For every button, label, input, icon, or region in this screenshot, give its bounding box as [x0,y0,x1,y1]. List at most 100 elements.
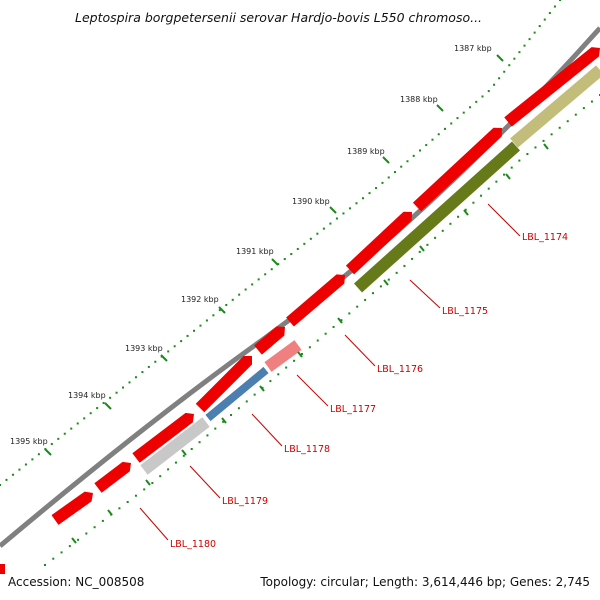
inner-ruler-dot [411,257,414,260]
kbp-tick-mark [104,402,112,410]
ruler-dot [456,117,459,120]
ruler-dot [342,212,345,215]
forward-gene-arrow[interactable] [504,47,600,127]
ruler-dot [518,51,521,54]
inner-ruler-dot [222,420,225,423]
ruler-dot [290,253,293,256]
kbp-tick-label: 1387 kbp [454,44,492,53]
inner-ruler-dot [495,180,498,183]
ruler-dot [76,422,79,425]
ruler-dot [493,83,496,86]
ruler-dot [381,181,384,184]
inner-ruler-tick [383,279,389,286]
ruler-dot [335,217,338,220]
inner-ruler-dot [68,545,71,548]
inner-ruler-dot [449,222,452,225]
ruler-dot [134,376,137,379]
accession-text: Accession: NC_008508 [8,575,144,589]
ruler-dot [443,127,446,130]
gene-label[interactable]: LBL_1179 [222,496,268,507]
ruler-dot [50,442,53,445]
ruler-dot [322,227,325,230]
inner-ruler-tick [297,351,303,358]
inner-ruler-dot [44,564,46,566]
inner-ruler-tick [543,143,549,150]
inner-ruler-dot [52,557,55,560]
kbp-tick-label: 1394 kbp [68,391,106,400]
kbp-tick-label: 1389 kbp [347,147,385,156]
chromosome-backbone [0,26,600,548]
inner-ruler-dot [182,454,185,457]
feature-tracks [140,65,600,475]
inner-ruler-dot [526,152,529,155]
ruler-dot [375,187,378,190]
feature-pink[interactable] [264,340,302,372]
inner-ruler-dot [151,481,154,484]
ruler-dot [450,122,453,125]
kbp-tick-mark [382,156,390,164]
inner-ruler-dot [418,250,421,253]
forward-gene-arrow[interactable] [132,412,194,463]
forward-gene-arrow[interactable] [254,326,285,355]
ruler-dot [167,350,170,353]
inner-ruler-dot [348,312,351,315]
feature-olive-dark[interactable] [353,141,521,293]
gene-label-leader [344,334,376,367]
inner-ruler-dot [126,501,129,504]
forward-gene-arrow[interactable] [412,127,502,212]
inner-ruler-dot [101,519,104,522]
inner-ruler-dot [159,475,162,478]
inner-ruler-dot [558,126,561,129]
gene-label-leader [409,279,441,309]
inner-ruler-dot [324,332,327,335]
ruler-dot [5,478,8,481]
gene-label[interactable]: LBL_1175 [442,306,488,317]
inner-ruler-dot [316,339,319,342]
inner-ruler-dot [206,434,209,437]
feature-blue[interactable] [205,366,269,422]
inner-ruler-dot [510,166,513,169]
forward-gene-fragment[interactable] [0,564,5,574]
inner-ruler-dot [340,319,343,322]
inner-ruler-dot [371,292,374,295]
forward-gene-arrow[interactable] [94,461,131,493]
gene-label-leader [296,374,329,407]
forward-gene-arrow[interactable] [345,211,412,275]
inner-ruler-dot [143,488,146,491]
gene-label[interactable]: LBL_1180 [170,539,216,550]
ruler-dot [368,192,371,195]
inner-ruler-tick [505,173,511,180]
feature-olive-light[interactable] [510,65,600,148]
inner-ruler-dot [308,346,311,349]
inner-ruler-dot [457,215,460,218]
forward-strand-genes [0,47,600,574]
inner-ruler-dot [518,159,521,162]
kbp-tick-mark [271,258,279,266]
ruler-dot [481,95,484,98]
inner-ruler-dot [395,271,398,274]
gene-label[interactable]: LBL_1177 [330,404,376,415]
ruler-dot [543,18,546,21]
kbp-tick-mark [329,206,337,214]
inner-ruler-dot [356,305,359,308]
ruler-dot [115,391,118,394]
forward-gene-arrow[interactable] [195,356,252,413]
gene-label[interactable]: LBL_1174 [522,232,568,243]
inner-ruler-dot [190,447,193,450]
ruler-dot [244,288,247,291]
gene-label[interactable]: LBL_1176 [377,364,423,375]
gene-label[interactable]: LBL_1178 [284,444,330,455]
ruler-dot [425,144,428,147]
inner-ruler-dot [285,366,288,369]
ruler-dot [238,293,241,296]
kbp-tick-label: 1390 kbp [292,197,330,206]
forward-gene-arrow[interactable] [51,491,93,525]
ruler-dot [508,64,511,67]
inner-ruler-dot [85,532,88,535]
inner-ruler-dot [269,380,272,383]
ruler-dot [264,273,267,276]
ruler-dot [122,386,125,389]
forward-gene-arrow[interactable] [286,274,345,327]
feature-gray[interactable] [140,417,210,475]
ruler-dot [387,176,390,179]
